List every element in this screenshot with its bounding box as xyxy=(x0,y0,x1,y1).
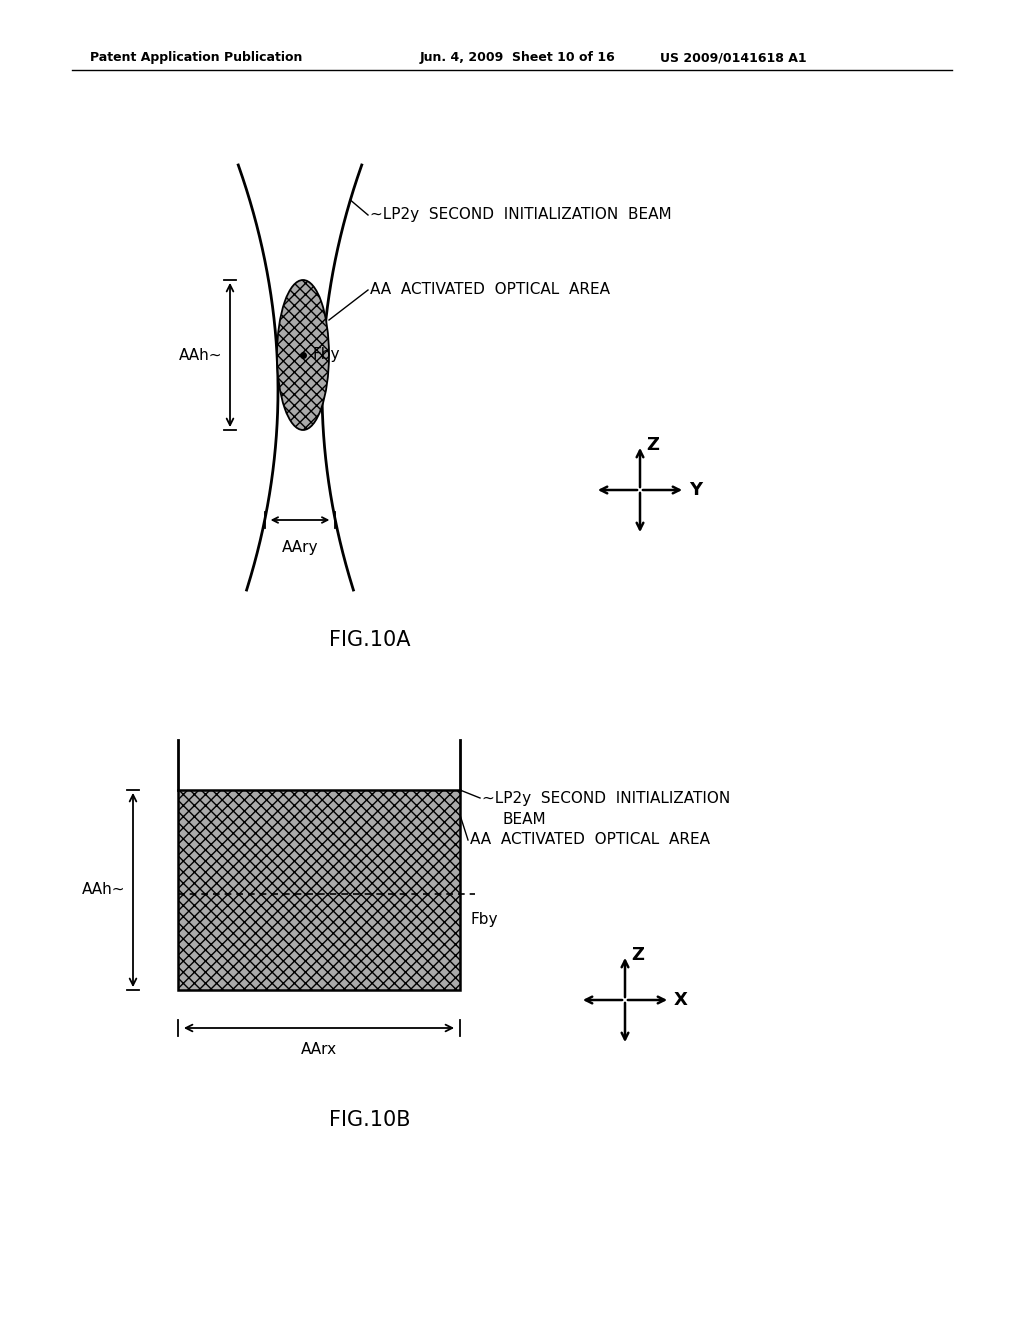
Text: Patent Application Publication: Patent Application Publication xyxy=(90,51,302,65)
Text: AAry: AAry xyxy=(282,540,318,554)
Text: AA  ACTIVATED  OPTICAL  AREA: AA ACTIVATED OPTICAL AREA xyxy=(370,282,610,297)
Text: AA  ACTIVATED  OPTICAL  AREA: AA ACTIVATED OPTICAL AREA xyxy=(470,833,710,847)
Text: X: X xyxy=(674,991,688,1008)
Ellipse shape xyxy=(278,280,329,430)
Text: Fby: Fby xyxy=(470,912,498,927)
Text: AAh~: AAh~ xyxy=(178,347,222,363)
Bar xyxy=(178,789,460,990)
Text: ~LP2y  SECOND  INITIALIZATION  BEAM: ~LP2y SECOND INITIALIZATION BEAM xyxy=(370,207,672,223)
Text: Z: Z xyxy=(646,436,658,454)
Text: Fby: Fby xyxy=(313,347,341,363)
Text: FIG.10B: FIG.10B xyxy=(330,1110,411,1130)
Text: FIG.10A: FIG.10A xyxy=(330,630,411,649)
Text: Z: Z xyxy=(631,946,644,964)
Text: Jun. 4, 2009  Sheet 10 of 16: Jun. 4, 2009 Sheet 10 of 16 xyxy=(420,51,615,65)
Text: US 2009/0141618 A1: US 2009/0141618 A1 xyxy=(660,51,807,65)
Text: ~LP2y  SECOND  INITIALIZATION: ~LP2y SECOND INITIALIZATION xyxy=(482,791,730,805)
Text: BEAM: BEAM xyxy=(502,813,546,828)
Text: AArx: AArx xyxy=(301,1041,337,1057)
Text: Y: Y xyxy=(689,480,702,499)
Text: AAh~: AAh~ xyxy=(82,883,125,898)
